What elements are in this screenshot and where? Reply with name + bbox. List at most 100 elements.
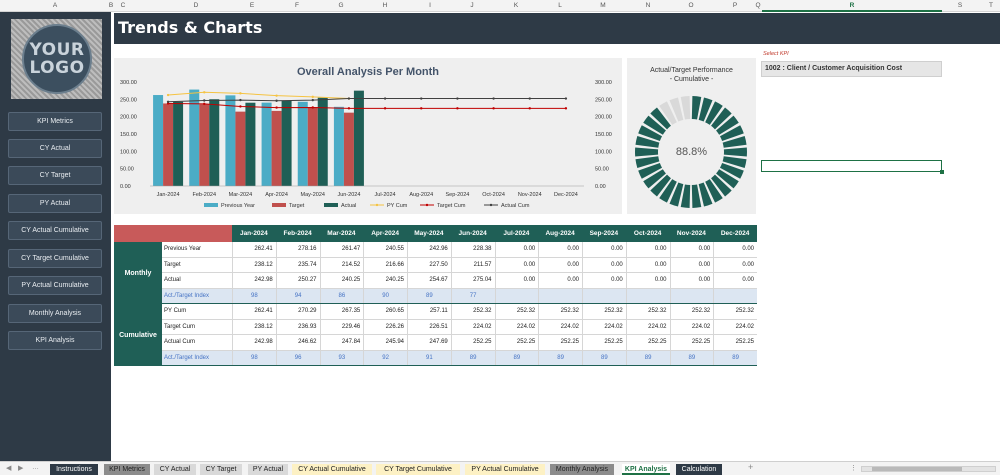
nav-button-py-actual[interactable]: PY Actual [8, 194, 102, 213]
table-group-divider [162, 303, 757, 304]
table-row-label: PY Cum [162, 304, 232, 320]
sheet-tab[interactable]: Instructions [50, 464, 98, 475]
nav-button-cy-target-cumulative[interactable]: CY Target Cumulative [8, 249, 102, 268]
gauge-segment-filled [698, 97, 713, 122]
column-header-j[interactable]: J [470, 2, 474, 9]
column-header-h[interactable]: H [382, 2, 388, 9]
column-header-s[interactable]: S [957, 2, 963, 9]
table-cell: 235.74 [275, 257, 320, 273]
table-cell: 224.02 [713, 319, 757, 335]
gauge-segment-filled [719, 162, 744, 179]
table-cell: 0.00 [582, 242, 626, 258]
table-cell: 247.84 [319, 335, 364, 351]
bar-actual [209, 99, 220, 186]
sheet-tab[interactable]: PY Actual Cumulative [465, 464, 545, 475]
column-header-k[interactable]: K [513, 2, 519, 9]
gauge-value: 88.8% [675, 146, 708, 158]
y-tick-label-right: 200.00 [595, 115, 612, 121]
sheet-tab[interactable]: Monthly Analysis [550, 464, 614, 475]
table-cell: 90 [363, 288, 407, 304]
column-header-r[interactable]: R [849, 2, 855, 9]
column-header-t[interactable]: T [989, 2, 993, 9]
legend-label: Previous Year [221, 203, 255, 209]
nav-button-py-actual-cumulative[interactable]: PY Actual Cumulative [8, 276, 102, 295]
tab-scroll-right-icon[interactable]: ▶ [18, 465, 24, 472]
legend-swatch-marker [489, 203, 493, 207]
sheet-tab[interactable]: CY Actual [154, 464, 196, 475]
line-py-cum-point [275, 94, 278, 97]
y-tick-label-left: 300.00 [120, 80, 137, 86]
column-header-q[interactable]: Q [755, 2, 761, 9]
table-cell: 247.69 [407, 335, 451, 351]
table-cell: 98 [232, 288, 276, 304]
table-cell: 92 [363, 350, 407, 366]
sheet-tab[interactable]: CY Target [200, 464, 242, 475]
nav-button-cy-target[interactable]: CY Target [8, 166, 102, 185]
scrollbar-thumb[interactable] [872, 467, 962, 471]
column-header-c[interactable]: C [120, 2, 126, 9]
sheet-tab[interactable]: KPI Analysis [622, 464, 670, 475]
y-tick-label-left: 150.00 [120, 132, 137, 138]
table-cell: 224.02 [625, 319, 670, 335]
column-header-p[interactable]: P [732, 2, 738, 9]
table-cell: 242.96 [407, 242, 451, 258]
line-target-cum-point [528, 107, 531, 110]
kpi-selector[interactable]: 1002 : Client / Customer Acquisition Cos… [761, 61, 942, 77]
selected-cell[interactable] [761, 160, 944, 174]
sheet-tab[interactable]: CY Target Cumulative [376, 464, 460, 475]
column-header-m[interactable]: M [600, 2, 606, 9]
line-py-cum-point [239, 92, 242, 95]
tab-scroll-left-icon[interactable]: ◀ [6, 465, 12, 472]
column-header-i[interactable]: I [429, 2, 431, 9]
table-month-header: Mar-2024 [319, 225, 364, 242]
column-header-g[interactable]: G [338, 2, 344, 9]
nav-button-cy-actual[interactable]: CY Actual [8, 139, 102, 158]
fill-handle[interactable] [940, 170, 944, 174]
table-cell: 252.32 [450, 304, 495, 320]
gauge-segment-filled [723, 147, 747, 157]
table-row-label: Act./Target Index [162, 350, 232, 366]
bar-target [235, 111, 246, 186]
legend-label: Actual [341, 203, 356, 209]
table-cell: 250.27 [275, 273, 320, 289]
table-cell: 252.25 [494, 335, 539, 351]
bar-previous-year [153, 95, 164, 186]
column-header-n[interactable]: N [645, 2, 651, 9]
horizontal-scrollbar[interactable] [861, 466, 996, 472]
sheet-tab[interactable]: KPI Metrics [104, 464, 150, 475]
table-row-label: Actual Cum [162, 335, 232, 351]
tab-more-icon[interactable]: … [32, 464, 39, 471]
table-cell: 262.41 [232, 242, 276, 258]
add-sheet-icon[interactable]: + [748, 462, 754, 472]
sheet-tab[interactable]: CY Actual Cumulative [292, 464, 372, 475]
table-cell: 216.66 [363, 257, 407, 273]
nav-button-monthly-analysis[interactable]: Monthly Analysis [8, 304, 102, 323]
nav-button-cy-actual-cumulative[interactable]: CY Actual Cumulative [8, 221, 102, 240]
sheet-tab[interactable]: PY Actual [248, 464, 288, 475]
column-header-o[interactable]: O [688, 2, 694, 9]
sheet-tab[interactable]: Calculation [676, 464, 722, 475]
bar-target [199, 104, 210, 186]
table-group-label: Monthly [114, 242, 162, 304]
nav-button-kpi-metrics[interactable]: KPI Metrics [8, 112, 102, 131]
tabbar-options-icon[interactable]: ⋮ [850, 465, 857, 472]
y-tick-label-left: 250.00 [120, 97, 137, 103]
nav-button-kpi-analysis[interactable]: KPI Analysis [8, 331, 102, 350]
column-header-e[interactable]: E [249, 2, 255, 9]
logo-text-line2: LOGO [29, 58, 85, 78]
x-tick-label: Jul-2024 [375, 192, 396, 198]
column-header-f[interactable]: F [295, 2, 299, 9]
table-cell: 211.57 [450, 257, 495, 273]
table-cell: 260.65 [363, 304, 407, 320]
column-header-d[interactable]: D [193, 2, 199, 9]
table-cell: 0.00 [713, 257, 757, 273]
column-header-l[interactable]: L [558, 2, 562, 9]
column-header-a[interactable]: A [52, 2, 58, 9]
line-actual-cum-point [564, 97, 568, 100]
gauge-donut [635, 96, 747, 208]
table-cell: 226.51 [407, 319, 451, 335]
column-header-b[interactable]: B [108, 2, 114, 9]
x-tick-label: Aug-2024 [409, 192, 433, 198]
table-cell: 275.04 [450, 273, 495, 289]
table-cell: 89 [450, 350, 495, 366]
